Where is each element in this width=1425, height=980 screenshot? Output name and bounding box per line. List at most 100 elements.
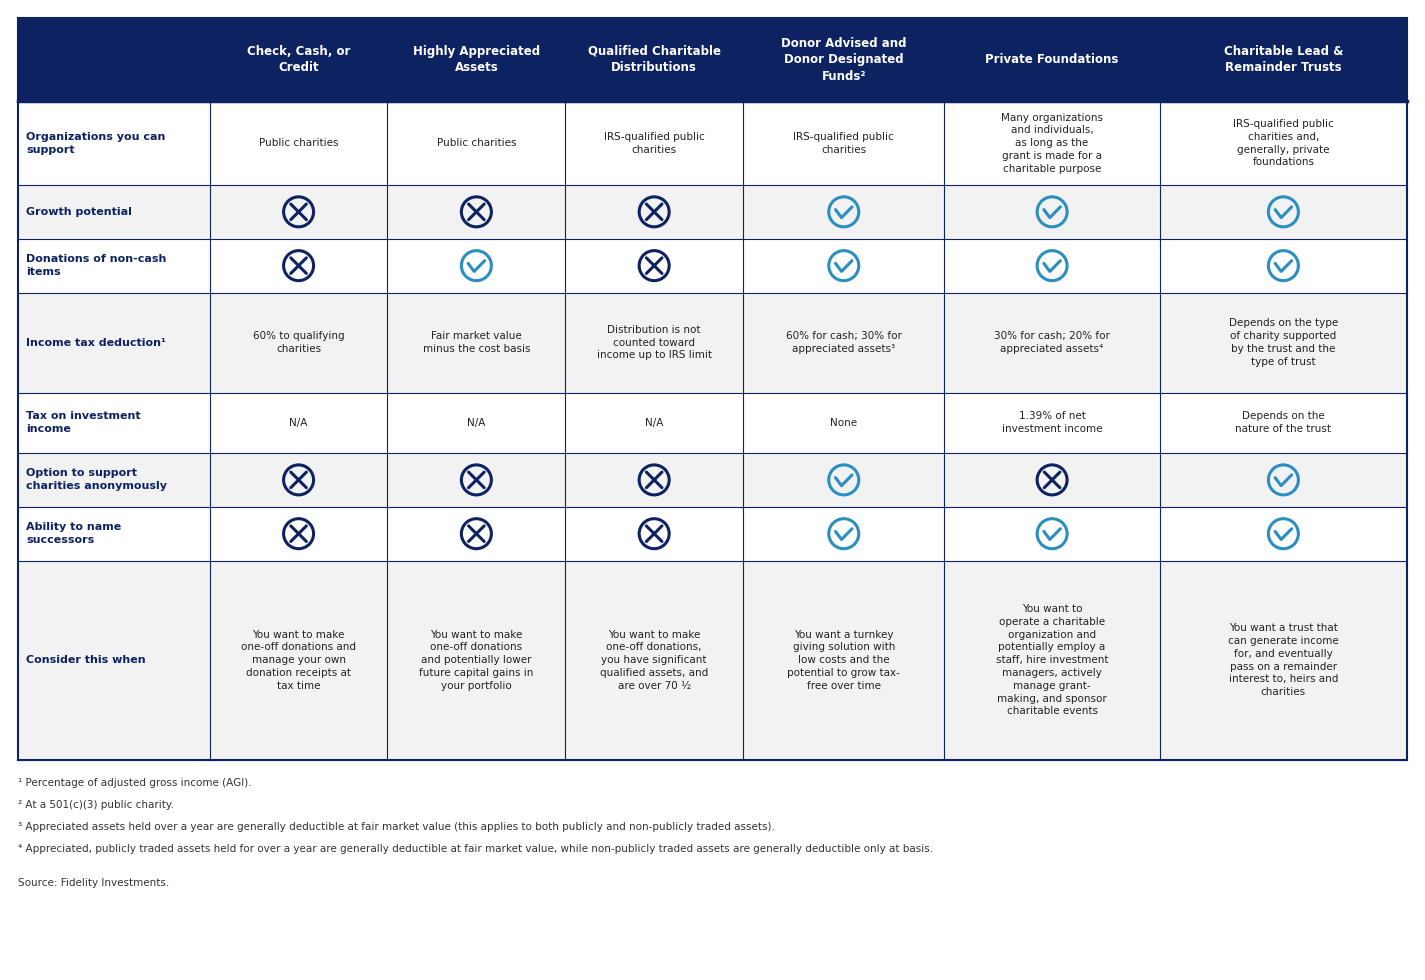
Bar	[742, 507, 945, 561]
Text: IRS-qualified public
charities: IRS-qualified public charities	[604, 132, 704, 155]
Text: You want to make
one-off donations
and potentially lower
future capital gains in: You want to make one-off donations and p…	[419, 630, 533, 691]
Bar	[945, 561, 1160, 760]
Bar	[19, 393, 209, 453]
Text: 60% for cash; 30% for
appreciated assets³: 60% for cash; 30% for appreciated assets…	[785, 331, 902, 354]
Text: None: None	[831, 417, 858, 428]
Bar	[388, 393, 566, 453]
Bar	[388, 453, 566, 507]
Bar	[1160, 293, 1406, 393]
Bar	[945, 293, 1160, 393]
Bar	[566, 393, 742, 453]
Bar	[1160, 239, 1406, 293]
Bar	[1160, 185, 1406, 239]
Bar	[388, 102, 566, 185]
Bar	[1160, 453, 1406, 507]
Bar	[566, 561, 742, 760]
Bar	[388, 18, 566, 102]
Bar	[209, 18, 388, 102]
Bar	[945, 507, 1160, 561]
Bar	[209, 453, 388, 507]
Text: ² At a 501(c)(3) public charity.: ² At a 501(c)(3) public charity.	[19, 800, 174, 810]
Bar	[742, 561, 945, 760]
Bar	[209, 561, 388, 760]
Bar	[742, 102, 945, 185]
Bar	[742, 239, 945, 293]
Text: You want a trust that
can generate income
for, and eventually
pass on a remainde: You want a trust that can generate incom…	[1228, 623, 1338, 698]
Text: Distribution is not
counted toward
income up to IRS limit: Distribution is not counted toward incom…	[597, 324, 711, 361]
Text: 60% to qualifying
charities: 60% to qualifying charities	[252, 331, 345, 354]
Text: Private Foundations: Private Foundations	[986, 53, 1119, 67]
Bar	[566, 18, 742, 102]
Bar	[742, 293, 945, 393]
Text: Growth potential: Growth potential	[26, 207, 133, 217]
Text: IRS-qualified public
charities: IRS-qualified public charities	[794, 132, 893, 155]
Bar	[388, 239, 566, 293]
Bar	[19, 453, 209, 507]
Bar	[1160, 18, 1406, 102]
Bar	[742, 18, 945, 102]
Bar	[388, 293, 566, 393]
Text: Source: Fidelity Investments.: Source: Fidelity Investments.	[19, 878, 170, 888]
Bar	[945, 18, 1160, 102]
Text: N/A: N/A	[646, 417, 664, 428]
Bar	[945, 453, 1160, 507]
Text: Option to support
charities anonymously: Option to support charities anonymously	[26, 468, 167, 491]
Text: Income tax deduction¹: Income tax deduction¹	[26, 338, 165, 348]
Text: Organizations you can
support: Organizations you can support	[26, 132, 165, 155]
Text: N/A: N/A	[289, 417, 308, 428]
Bar	[945, 393, 1160, 453]
Text: ¹ Percentage of adjusted gross income (AGI).: ¹ Percentage of adjusted gross income (A…	[19, 778, 252, 788]
Bar	[1160, 102, 1406, 185]
Bar	[19, 185, 209, 239]
Text: ³ Appreciated assets held over a year are generally deductible at fair market va: ³ Appreciated assets held over a year ar…	[19, 822, 775, 832]
Text: Depends on the
nature of the trust: Depends on the nature of the trust	[1235, 412, 1331, 434]
Text: You want to make
one-off donations and
manage your own
donation receipts at
tax : You want to make one-off donations and m…	[241, 630, 356, 691]
Bar	[209, 102, 388, 185]
Bar	[742, 393, 945, 453]
Bar	[566, 185, 742, 239]
Text: Highly Appreciated
Assets: Highly Appreciated Assets	[413, 45, 540, 74]
Bar	[566, 102, 742, 185]
Bar	[19, 293, 209, 393]
Text: Tax on investment
income: Tax on investment income	[26, 412, 141, 434]
Text: Public charities: Public charities	[436, 138, 516, 148]
Bar	[19, 561, 209, 760]
Text: ⁴ Appreciated, publicly traded assets held for over a year are generally deducti: ⁴ Appreciated, publicly traded assets he…	[19, 844, 933, 854]
Text: Qualified Charitable
Distributions: Qualified Charitable Distributions	[587, 45, 721, 74]
Bar	[566, 453, 742, 507]
Text: You want to
operate a charitable
organization and
potentially employ a
staff, hi: You want to operate a charitable organiz…	[996, 604, 1109, 716]
Text: You want a turnkey
giving solution with
low costs and the
potential to grow tax-: You want a turnkey giving solution with …	[788, 630, 901, 691]
Bar	[945, 239, 1160, 293]
Bar	[388, 561, 566, 760]
Bar	[19, 507, 209, 561]
Bar	[209, 393, 388, 453]
Text: Depends on the type
of charity supported
by the trust and the
type of trust: Depends on the type of charity supported…	[1228, 318, 1338, 367]
Bar	[209, 507, 388, 561]
Text: IRS-qualified public
charities and,
generally, private
foundations: IRS-qualified public charities and, gene…	[1233, 119, 1334, 168]
Text: Charitable Lead &
Remainder Trusts: Charitable Lead & Remainder Trusts	[1224, 45, 1344, 74]
Bar	[19, 102, 209, 185]
Bar	[209, 293, 388, 393]
Text: Ability to name
successors: Ability to name successors	[26, 522, 121, 545]
Bar	[19, 18, 209, 102]
Bar	[1160, 507, 1406, 561]
Text: Donor Advised and
Donor Designated
Funds²: Donor Advised and Donor Designated Funds…	[781, 36, 906, 82]
Text: You want to make
one-off donations,
you have significant
qualified assets, and
a: You want to make one-off donations, you …	[600, 630, 708, 691]
Bar	[209, 239, 388, 293]
Text: 1.39% of net
investment income: 1.39% of net investment income	[1002, 412, 1103, 434]
Text: Public charities: Public charities	[259, 138, 338, 148]
Bar	[742, 453, 945, 507]
Bar	[566, 239, 742, 293]
Bar	[566, 293, 742, 393]
Bar	[388, 185, 566, 239]
Bar	[209, 185, 388, 239]
Text: Check, Cash, or
Credit: Check, Cash, or Credit	[247, 45, 351, 74]
Text: Many organizations
and individuals,
as long as the
grant is made for a
charitabl: Many organizations and individuals, as l…	[1002, 113, 1103, 173]
Text: Consider this when: Consider this when	[26, 656, 145, 665]
Text: Fair market value
minus the cost basis: Fair market value minus the cost basis	[423, 331, 530, 354]
Bar	[945, 102, 1160, 185]
Bar	[742, 185, 945, 239]
Bar	[388, 507, 566, 561]
Bar	[566, 507, 742, 561]
Text: N/A: N/A	[467, 417, 486, 428]
